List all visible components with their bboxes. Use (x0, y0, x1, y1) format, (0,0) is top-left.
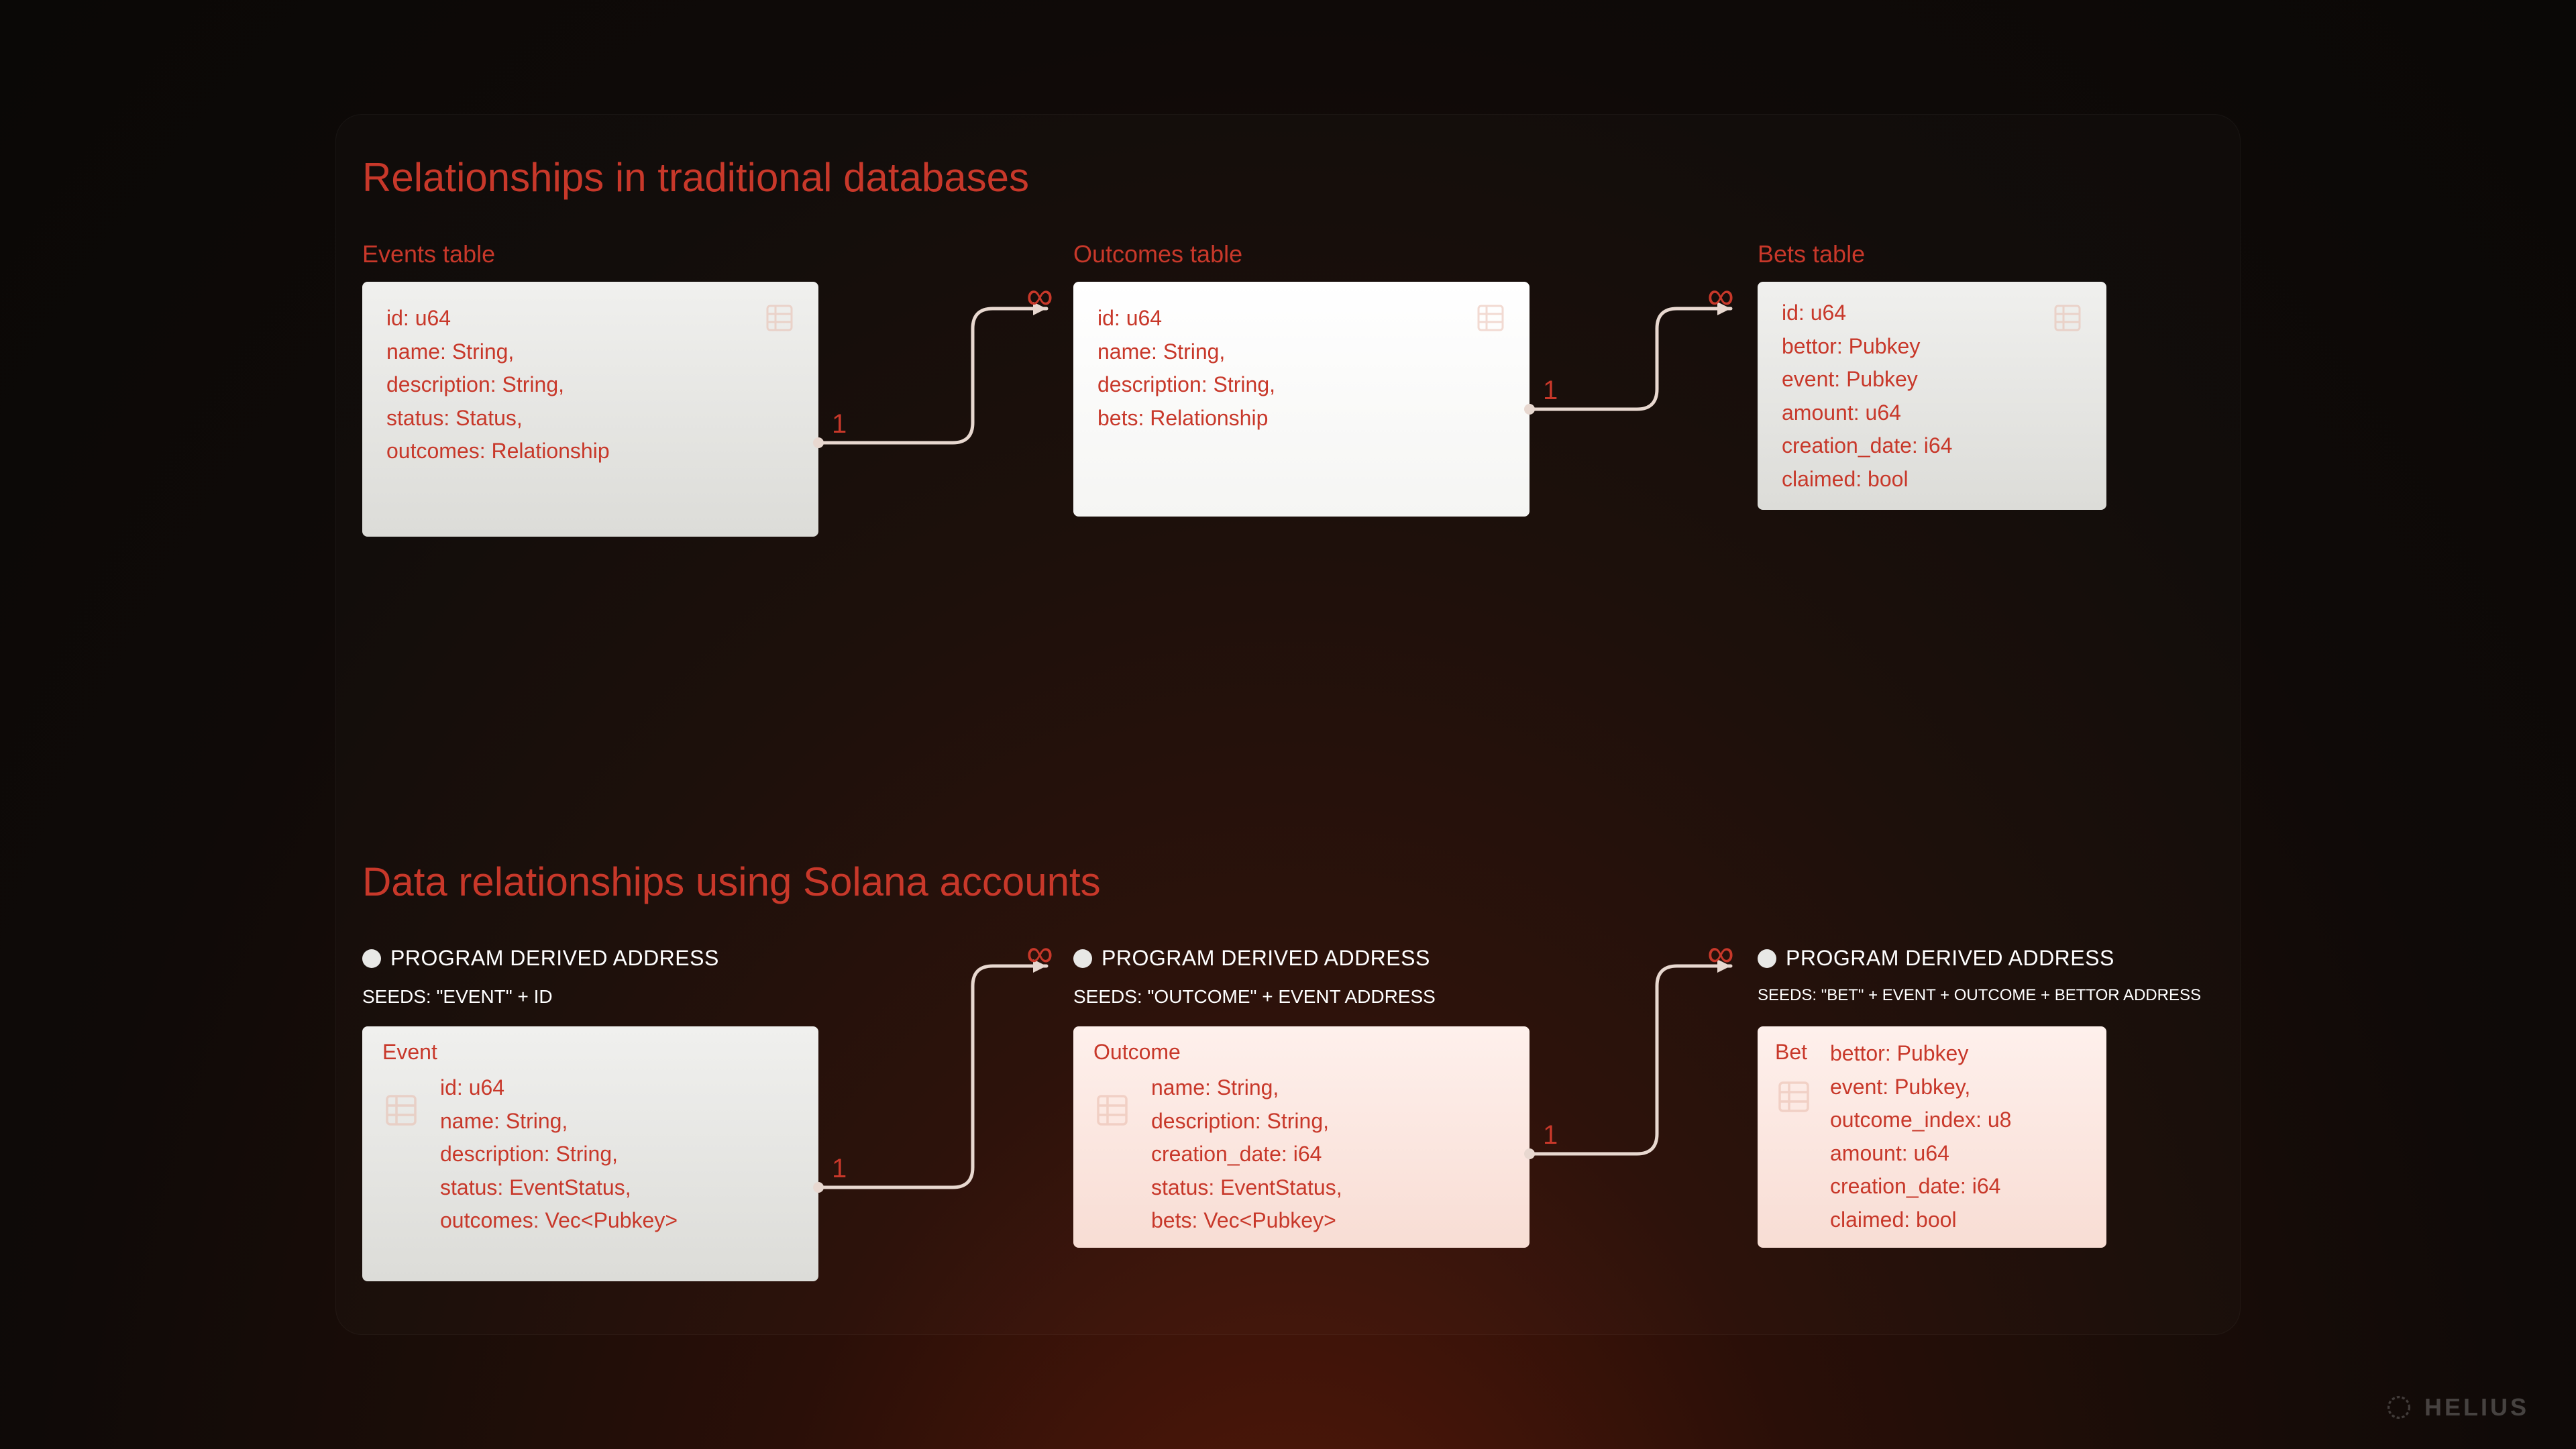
event-card-title: Event (382, 1040, 798, 1065)
outc-field-4: bets: Vec<Pubkey> (1151, 1204, 1342, 1238)
bet-field-5: claimed: bool (1830, 1203, 2011, 1237)
bet-pda-row: PROGRAM DERIVED ADDRESS (1758, 946, 2114, 971)
event-pda-row: PROGRAM DERIVED ADDRESS (362, 946, 719, 971)
connector-event-outcome (818, 953, 1073, 1201)
bets-cardinality-in: ∞ (1707, 274, 1734, 317)
outcomes-field-0: id: u64 (1097, 302, 1505, 335)
bet-field-1: event: Pubkey, (1830, 1071, 2011, 1104)
events-field-4: outcomes: Relationship (386, 435, 794, 468)
bets-field-5: claimed: bool (1782, 463, 2082, 496)
table-icon (1474, 302, 1507, 334)
outcomes-card: id: u64 name: String, description: Strin… (1073, 282, 1529, 517)
event-field-2: description: String, (440, 1138, 678, 1171)
bets-card: id: u64 bettor: Pubkey event: Pubkey amo… (1758, 282, 2106, 510)
bet-field-0: bettor: Pubkey (1830, 1037, 2011, 1071)
pda-dot-icon (1073, 949, 1092, 968)
outcome-cardinality-in: ∞ (1026, 931, 1053, 975)
event-seeds: SEEDS: "EVENT" + ID (362, 986, 553, 1008)
event-field-3: status: EventStatus, (440, 1171, 678, 1205)
event-field-0: id: u64 (440, 1071, 678, 1105)
events-table-label: Events table (362, 240, 495, 268)
bets-field-4: creation_date: i64 (1782, 429, 2082, 463)
pda-dot-icon (1758, 949, 1776, 968)
event-card: Event id: u64 name: String, description:… (362, 1026, 818, 1281)
table-icon (1093, 1091, 1131, 1129)
section2-title: Data relationships using Solana accounts (362, 859, 1101, 905)
events-card: id: u64 name: String, description: Strin… (362, 282, 818, 537)
bet-field-4: creation_date: i64 (1830, 1170, 2011, 1203)
events-field-2: description: String, (386, 368, 794, 402)
outcome-seeds: SEEDS: "OUTCOME" + EVENT ADDRESS (1073, 986, 1436, 1008)
bets-field-3: amount: u64 (1782, 396, 2082, 430)
bet-card: Bet bettor: Pubkey event: Pubkey, outcom… (1758, 1026, 2106, 1248)
bet-card-title: Bet (1775, 1040, 1807, 1065)
event-field-1: name: String, (440, 1105, 678, 1138)
outcomes-cardinality-in: ∞ (1026, 274, 1053, 317)
outc-field-1: description: String, (1151, 1105, 1342, 1138)
events-field-0: id: u64 (386, 302, 794, 335)
bets-field-1: bettor: Pubkey (1782, 330, 2082, 364)
brand-logo: HELIUS (2384, 1393, 2529, 1422)
helius-logo-icon (2384, 1393, 2414, 1422)
section1-title: Relationships in traditional databases (362, 154, 1029, 201)
outcomes-field-1: name: String, (1097, 335, 1505, 369)
bets-field-0: id: u64 (1782, 297, 2082, 330)
outcome-card: Outcome name: String, description: Strin… (1073, 1026, 1529, 1248)
table-icon (1775, 1078, 1813, 1116)
bets-field-2: event: Pubkey (1782, 363, 2082, 396)
outc-field-3: status: EventStatus, (1151, 1171, 1342, 1205)
outc-field-2: creation_date: i64 (1151, 1138, 1342, 1171)
events-field-1: name: String, (386, 335, 794, 369)
outcome-card-title: Outcome (1093, 1040, 1509, 1065)
connector-outcome-bet (1529, 953, 1764, 1167)
bet-cardinality-in: ∞ (1707, 931, 1734, 975)
brand-text: HELIUS (2424, 1393, 2529, 1421)
bet-seeds: SEEDS: "BET" + EVENT + OUTCOME + BETTOR … (1758, 986, 2201, 1005)
outcome-pda-row: PROGRAM DERIVED ADDRESS (1073, 946, 1430, 971)
outcomes-field-3: bets: Relationship (1097, 402, 1505, 435)
outcomes-table-label: Outcomes table (1073, 240, 1242, 268)
bet-pda-label: PROGRAM DERIVED ADDRESS (1786, 946, 2114, 971)
events-field-3: status: Status, (386, 402, 794, 435)
bet-field-2: outcome_index: u8 (1830, 1104, 2011, 1137)
outcomes-field-2: description: String, (1097, 368, 1505, 402)
table-icon (763, 302, 796, 334)
outc-field-0: name: String, (1151, 1071, 1342, 1105)
connector-events-outcomes (818, 295, 1073, 456)
pda-dot-icon (362, 949, 381, 968)
bets-table-label: Bets table (1758, 240, 1865, 268)
event-pda-label: PROGRAM DERIVED ADDRESS (390, 946, 719, 971)
bet-field-3: amount: u64 (1830, 1137, 2011, 1171)
table-icon (2051, 302, 2084, 334)
table-icon (382, 1091, 420, 1129)
outcome-pda-label: PROGRAM DERIVED ADDRESS (1102, 946, 1430, 971)
event-field-4: outcomes: Vec<Pubkey> (440, 1204, 678, 1238)
